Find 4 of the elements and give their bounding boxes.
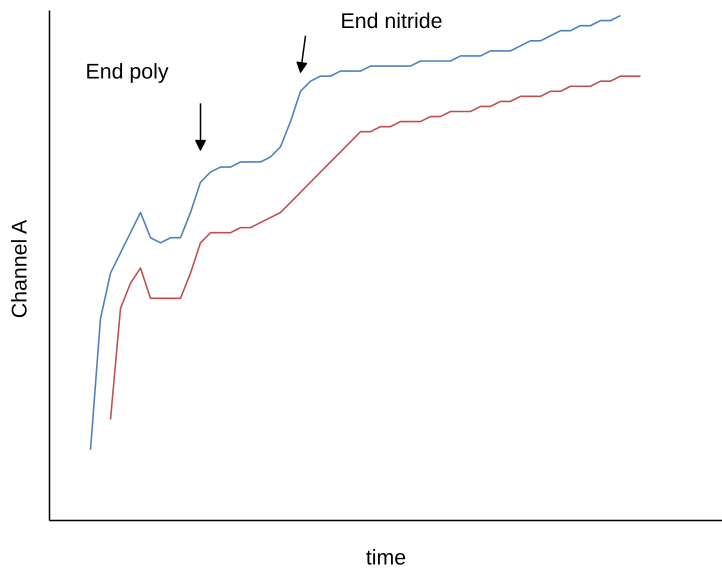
x-axis-title: time bbox=[366, 546, 406, 570]
annotation: End poly bbox=[86, 60, 169, 84]
y-axis-title: Channel A bbox=[8, 219, 32, 318]
annotation: End nitride bbox=[340, 9, 442, 34]
